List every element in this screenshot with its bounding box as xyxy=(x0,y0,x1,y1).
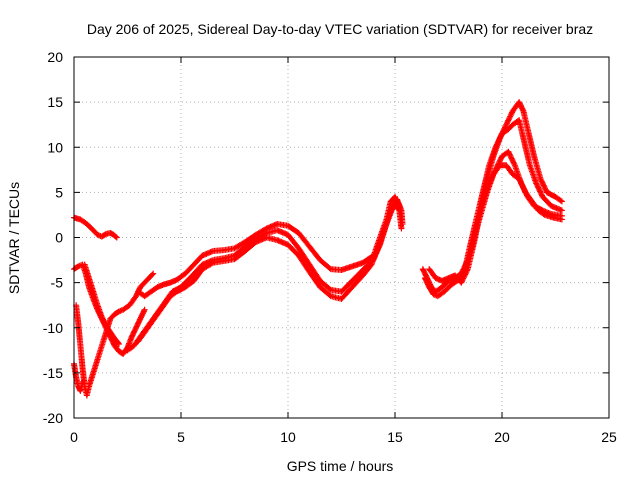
series-arc-12 xyxy=(466,148,565,259)
y-tick-label: 10 xyxy=(47,139,63,155)
y-tick-label: 5 xyxy=(55,184,63,200)
x-tick-label: 5 xyxy=(177,429,185,445)
y-axis-label: SDTVAR / TECUs xyxy=(6,182,22,294)
x-tick-label: 15 xyxy=(387,429,403,445)
series-arc-5 xyxy=(81,261,122,347)
tick-layer: 0 5 10 15 20 25 -20 -15 -10 -5 0 5 10 15 20 xyxy=(43,49,617,445)
y-tick-label: -10 xyxy=(43,320,63,336)
x-tick-label: 0 xyxy=(70,429,78,445)
series-markers xyxy=(124,196,406,354)
y-tick-label: 0 xyxy=(55,230,63,246)
x-tick-label: 10 xyxy=(280,429,296,445)
series-arc-8 xyxy=(124,196,406,354)
x-tick-label: 20 xyxy=(494,429,510,445)
x-axis-label: GPS time / hours xyxy=(287,458,394,474)
y-tick-label: -5 xyxy=(51,275,64,291)
chart-title: Day 206 of 2025, Sidereal Day-to-day VTE… xyxy=(87,21,593,37)
y-tick-label: 20 xyxy=(47,49,63,65)
x-tick-label: 25 xyxy=(601,429,617,445)
grid-layer xyxy=(74,57,609,418)
y-tick-label: 15 xyxy=(47,94,63,110)
y-tick-label: -20 xyxy=(43,410,63,426)
data-layer xyxy=(71,99,565,399)
series-markers xyxy=(81,261,122,347)
y-tick-label: -15 xyxy=(43,365,63,381)
series-markers xyxy=(466,148,565,259)
